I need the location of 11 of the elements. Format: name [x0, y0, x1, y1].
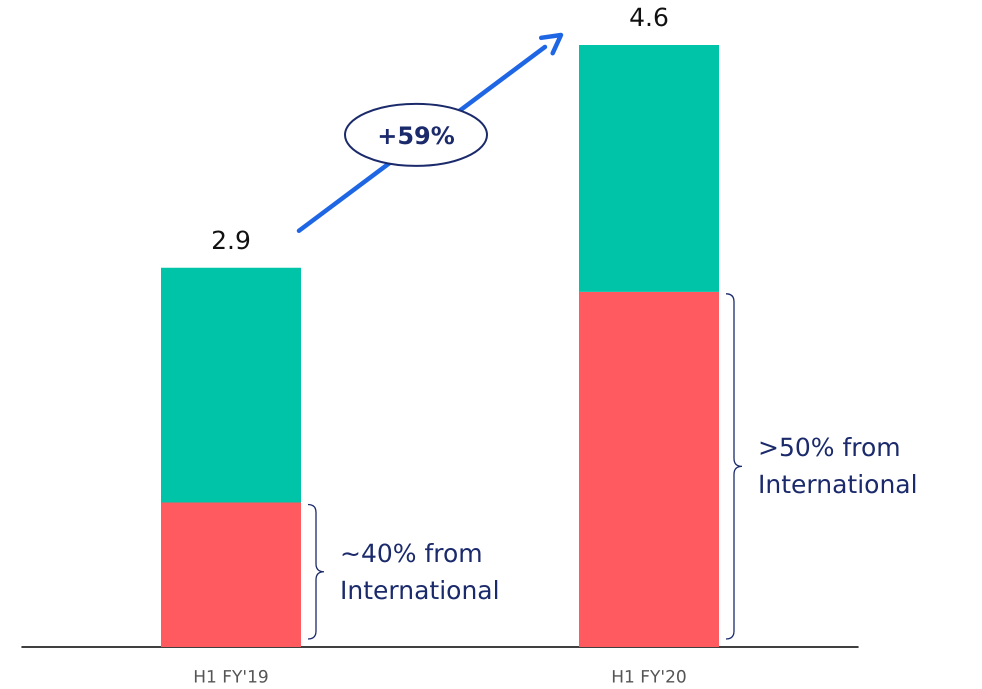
annotation: 2.9	[210, 226, 252, 255]
annotation: +59%	[377, 122, 455, 150]
bar	[161, 268, 301, 503]
annotation: ~40% from International	[340, 538, 501, 607]
bar	[579, 292, 719, 647]
bar	[579, 45, 719, 292]
annotation: 4.6	[628, 3, 670, 32]
x-tick-label: H1 FY'19	[193, 668, 269, 688]
annotation: >50% from International	[758, 432, 919, 502]
x-tick-label: H1 FY'20	[611, 668, 687, 688]
bar	[161, 502, 301, 647]
